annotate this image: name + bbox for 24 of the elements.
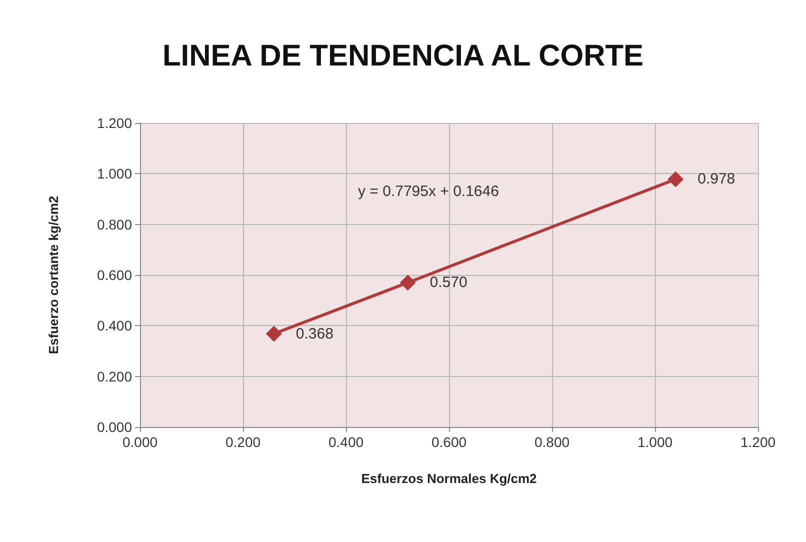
y-tick-label: 0.200 <box>96 368 132 384</box>
y-tick-label: 1.000 <box>96 166 132 182</box>
y-tick-label: 0.800 <box>96 216 132 232</box>
y-tick-label: 0.000 <box>96 419 132 435</box>
x-tick-label: 1.000 <box>637 434 673 450</box>
x-tick-label: 0.800 <box>534 434 570 450</box>
annotation: y = 0.7795x + 0.1646 <box>358 183 499 200</box>
chart-title: LINEA DE TENDENCIA AL CORTE <box>162 40 644 72</box>
x-axis-title: Esfuerzos Normales Kg/cm2 <box>361 471 537 486</box>
x-tick-label: 0.400 <box>328 434 364 450</box>
data-label: 0.978 <box>698 170 736 188</box>
y-tick-label: 1.200 <box>96 115 132 131</box>
x-tick-label: 0.600 <box>431 434 467 450</box>
x-tick-label: 0.200 <box>225 434 261 450</box>
x-tick-label: 1.200 <box>740 434 776 450</box>
y-tick-label: 0.600 <box>96 267 132 283</box>
point <box>668 171 684 188</box>
data-label: 0.368 <box>296 325 334 342</box>
point <box>266 326 282 342</box>
data-label: 0.570 <box>430 274 468 292</box>
y-axis-title: Esfuerzo cortante kg/cm2 <box>46 196 61 354</box>
point <box>400 274 416 291</box>
x-tick-label: 0.000 <box>122 434 158 450</box>
y-tick-label: 0.400 <box>96 318 132 334</box>
